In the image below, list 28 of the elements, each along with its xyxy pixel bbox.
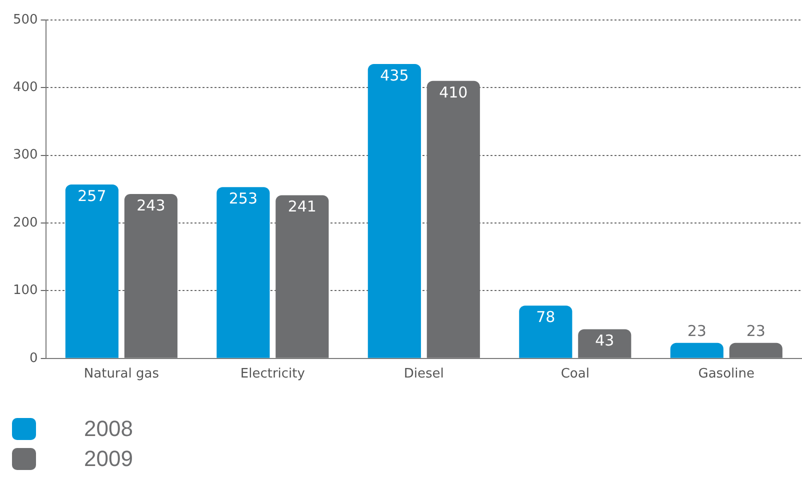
bar [216, 187, 270, 358]
data-label: 23 [746, 322, 766, 340]
x-tick-label: Electricity [240, 366, 306, 382]
data-label: 43 [595, 332, 614, 350]
y-tick-label: 0 [30, 350, 38, 366]
data-label: 241 [288, 198, 316, 216]
data-label: 257 [78, 186, 106, 205]
y-tick-label: 200 [12, 215, 38, 230]
data-label: 23 [687, 322, 706, 340]
data-label: 410 [439, 83, 468, 102]
bar [368, 64, 421, 358]
bar [670, 342, 724, 358]
bar [65, 184, 118, 358]
data-label: 435 [380, 66, 409, 84]
y-tick-label: 400 [12, 80, 38, 96]
bar [519, 306, 572, 358]
data-label: 243 [136, 196, 166, 214]
y-tick-label: 300 [12, 148, 38, 163]
x-tick-label: Natural gas [84, 366, 160, 382]
legend-label: 2008 [84, 416, 133, 442]
x-tick-label: Diesel [404, 366, 444, 382]
data-label: 78 [536, 308, 556, 326]
y-tick-label: 100 [12, 283, 38, 298]
x-tick-label: Gasoline [698, 366, 754, 382]
data-label: 253 [228, 190, 258, 208]
legend-label: 2009 [84, 446, 133, 472]
x-tick-label: Coal [560, 366, 590, 382]
y-tick-label: 500 [12, 12, 38, 28]
